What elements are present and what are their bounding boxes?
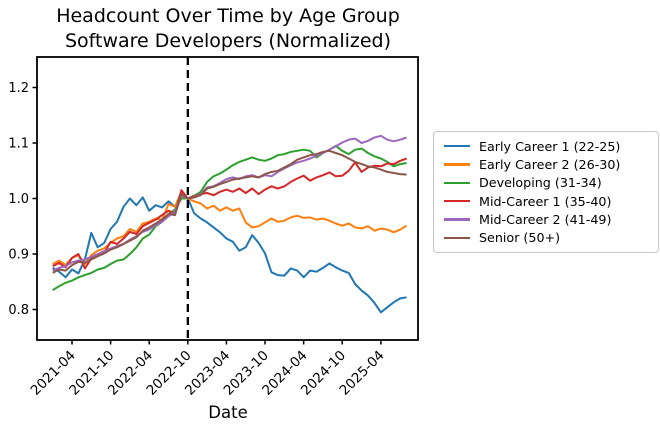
legend-label: Mid-Career 2 (41-49) bbox=[479, 211, 612, 227]
legend-line-swatch bbox=[444, 145, 470, 148]
legend-item-developing-31-34: Developing (31-34) bbox=[442, 174, 650, 192]
series-line-mid-career-2-41-49 bbox=[52, 134, 407, 272]
series-line-early-career-2-26-30 bbox=[52, 190, 408, 267]
legend-label: Mid-Career 1 (35-40) bbox=[479, 193, 612, 209]
legend: Early Career 1 (22-25) Early Career 2 (26… bbox=[433, 131, 659, 253]
legend-line-swatch bbox=[444, 236, 470, 239]
y-axis-tick-label: 0.9 bbox=[8, 247, 29, 262]
legend-item-senior-50: Senior (50+) bbox=[442, 229, 650, 247]
legend-label: Developing (31-34) bbox=[479, 175, 602, 191]
y-axis-tick-label: 1.0 bbox=[8, 192, 29, 207]
legend-line-swatch bbox=[444, 181, 470, 184]
legend-line-swatch bbox=[444, 163, 470, 166]
legend-line-swatch bbox=[444, 200, 470, 203]
chart-title-line2: Software Developers (Normalized) bbox=[64, 30, 392, 52]
series-line-mid-career-1-35-40 bbox=[52, 157, 407, 270]
legend-label: Early Career 2 (26-30) bbox=[479, 156, 621, 172]
y-axis-tick-label: 1.2 bbox=[8, 81, 29, 96]
chart-title: Headcount Over Time by Age Group Softwar… bbox=[0, 4, 456, 54]
legend-line-swatch bbox=[444, 218, 470, 221]
legend-item-early-career-2-26-30: Early Career 2 (26-30) bbox=[442, 155, 650, 173]
series-line-developing-31-34 bbox=[52, 144, 407, 291]
chart-title-line1: Headcount Over Time by Age Group bbox=[56, 5, 400, 27]
legend-item-mid-career-2-41-49: Mid-Career 2 (41-49) bbox=[442, 210, 650, 228]
legend-item-early-career-1-22-25: Early Career 1 (22-25) bbox=[442, 137, 650, 155]
y-axis-tick-label: 0.8 bbox=[8, 303, 29, 318]
legend-label: Senior (50+) bbox=[479, 230, 561, 246]
legend-item-mid-career-1-35-40: Mid-Career 1 (35-40) bbox=[442, 192, 650, 210]
plot-border bbox=[36, 56, 419, 341]
legend-label: Early Career 1 (22-25) bbox=[479, 138, 621, 154]
y-axis-tick-label: 1.1 bbox=[8, 137, 29, 152]
x-axis-label: Date bbox=[208, 403, 248, 422]
series-line-early-career-1-22-25 bbox=[52, 192, 407, 314]
series-line-senior-50 bbox=[52, 149, 407, 274]
